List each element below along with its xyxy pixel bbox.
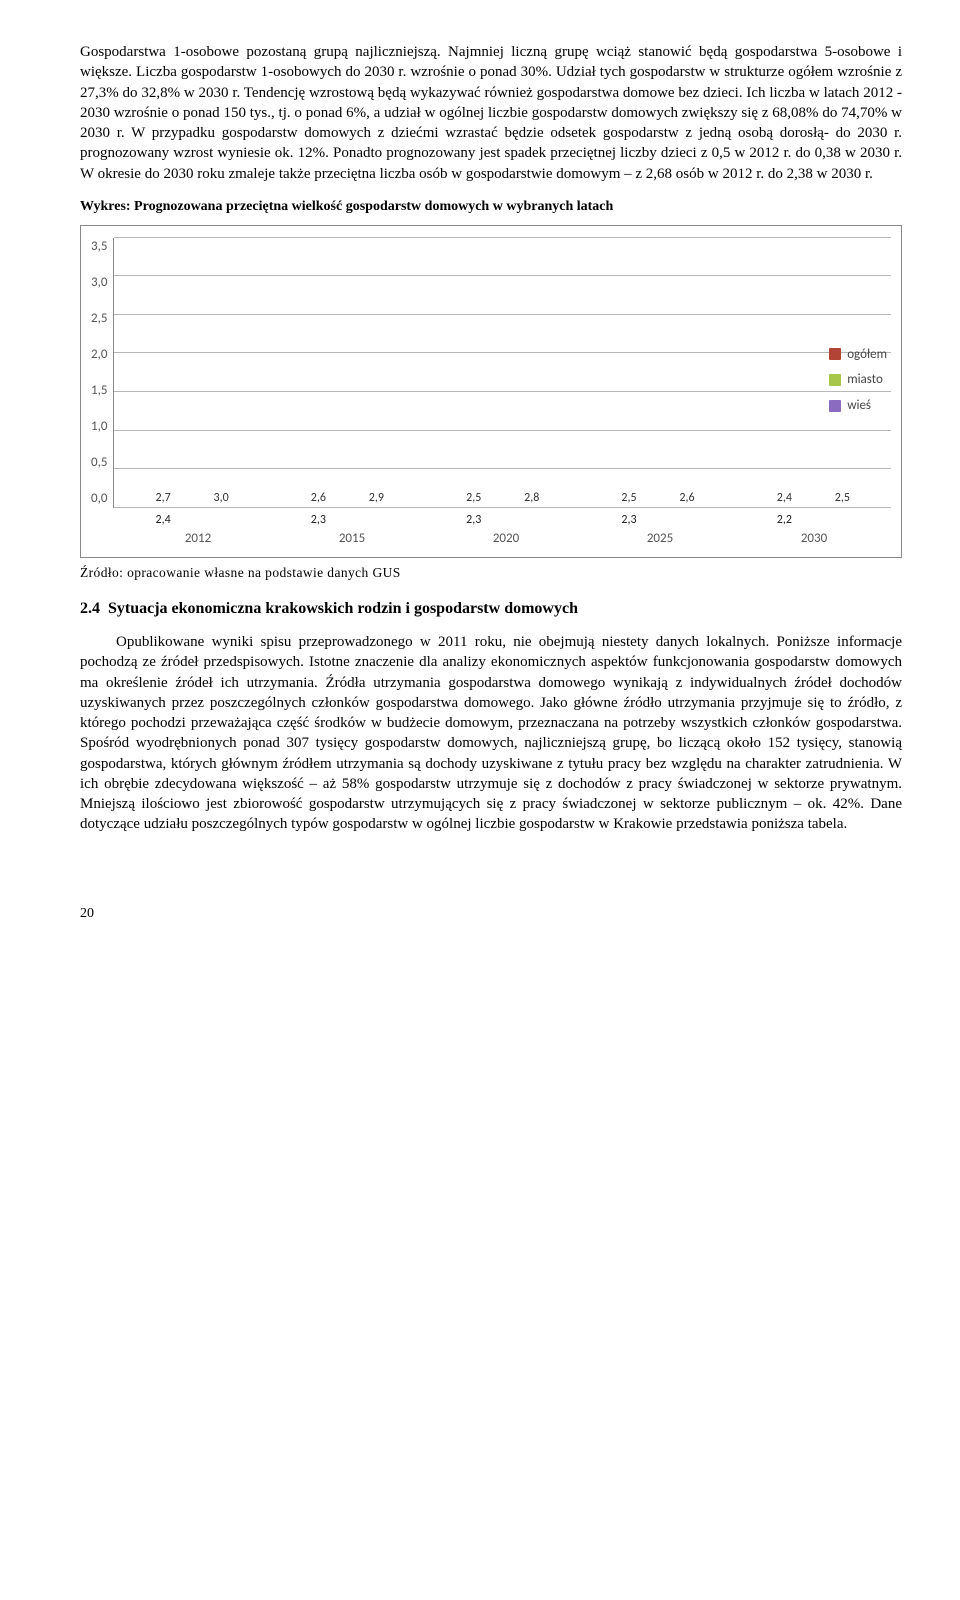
legend-item-ogolem: ogółem	[829, 346, 887, 364]
y-axis: 0,00,51,01,52,02,53,03,5	[91, 238, 113, 526]
bar-chart: 0,00,51,01,52,02,53,03,5 2,72,43,02,62,3…	[80, 225, 902, 559]
legend-item-miasto: miasto	[829, 371, 887, 389]
chart-legend: ogółem miasto wieś	[829, 346, 887, 423]
x-axis: 20122015202020252030	[121, 530, 891, 548]
section-heading: 2.4 Sytuacja ekonomiczna krakowskich rod…	[80, 598, 902, 620]
chart-title: Wykres: Prognozowana przeciętna wielkość…	[80, 198, 902, 217]
plot-area: 2,72,43,02,62,32,92,52,32,82,52,32,62,42…	[113, 238, 891, 508]
body-paragraph-1: Gospodarstwa 1-osobowe pozostaną grupą n…	[80, 42, 902, 184]
page-number: 20	[80, 905, 902, 924]
chart-source: Źródło: opracowanie własne na podstawie …	[80, 564, 902, 582]
body-paragraph-2: Opublikowane wyniki spisu przeprowadzone…	[80, 632, 902, 835]
legend-item-wies: wieś	[829, 397, 887, 415]
